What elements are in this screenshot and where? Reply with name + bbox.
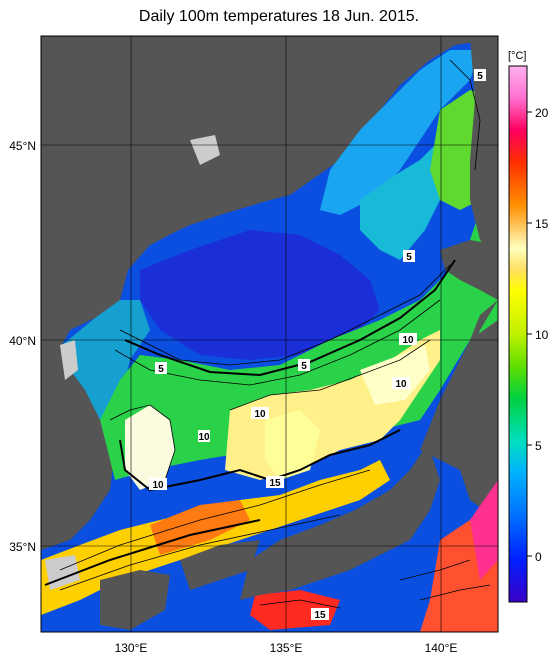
colorbar-tick: 15 xyxy=(535,217,549,231)
warm-eddy-east xyxy=(360,345,430,405)
colorbar-ticks: 20 15 10 5 0 xyxy=(527,106,549,564)
pacific-hot xyxy=(470,480,498,580)
russia-land xyxy=(120,36,498,260)
colorbar-tick: 0 xyxy=(535,550,542,564)
contour-label: 10 xyxy=(152,480,164,491)
colorbar-tick: 10 xyxy=(535,328,549,342)
gridlines xyxy=(41,36,498,632)
lat-label: 35°N xyxy=(9,540,36,554)
lon-label: 140°E xyxy=(425,641,458,655)
sea-cyan-north xyxy=(320,50,480,215)
map-area xyxy=(41,36,498,632)
shikoku-land xyxy=(180,540,260,590)
contour-label: 10 xyxy=(254,409,266,420)
lat-label: 40°N xyxy=(9,334,36,348)
kyushu-land xyxy=(100,570,170,630)
sakhalin-land xyxy=(470,36,498,260)
lat-labels: 45°N 40°N 35°N xyxy=(9,139,36,554)
contour-label: 15 xyxy=(314,610,326,621)
lat-label: 45°N xyxy=(9,139,36,153)
contour-label: 5 xyxy=(477,71,483,82)
honshu-land xyxy=(240,300,498,600)
contour-label: 10 xyxy=(395,379,407,390)
contour-lines xyxy=(59,59,491,609)
colorbar-unit: [°C] xyxy=(508,50,527,62)
contour-label: 10 xyxy=(198,432,210,443)
korea-land xyxy=(41,345,110,550)
contour-label: 5 xyxy=(158,364,164,375)
warm-eddy-west xyxy=(125,405,175,490)
sea-west-teal xyxy=(62,300,150,430)
contour-label: 10 xyxy=(402,335,414,346)
colorbar xyxy=(508,65,528,603)
sea-deep-core xyxy=(140,230,380,360)
korea-land-north xyxy=(41,36,160,345)
island-gray-1 xyxy=(190,135,220,165)
lon-label: 135°E xyxy=(270,641,303,655)
warm-eddy-center xyxy=(265,410,320,480)
hokkaido-land xyxy=(440,240,498,300)
contour-label: 15 xyxy=(269,478,281,489)
map-title: Daily 100m temperatures 18 Jun. 2015. xyxy=(138,8,420,25)
colorbar-tick: 20 xyxy=(535,106,549,120)
colorbar-tick: 5 xyxy=(535,439,542,453)
coast-gray-1 xyxy=(60,340,78,380)
lon-label: 130°E xyxy=(115,641,148,655)
contour-label: 5 xyxy=(301,361,307,372)
contour-label: 5 xyxy=(406,252,412,263)
lon-labels: 130°E 135°E 140°E xyxy=(115,641,458,655)
map-frame xyxy=(40,35,499,633)
contour-label-group: 5 5 5 5 10 10 10 10 10 15 15 xyxy=(149,69,486,621)
